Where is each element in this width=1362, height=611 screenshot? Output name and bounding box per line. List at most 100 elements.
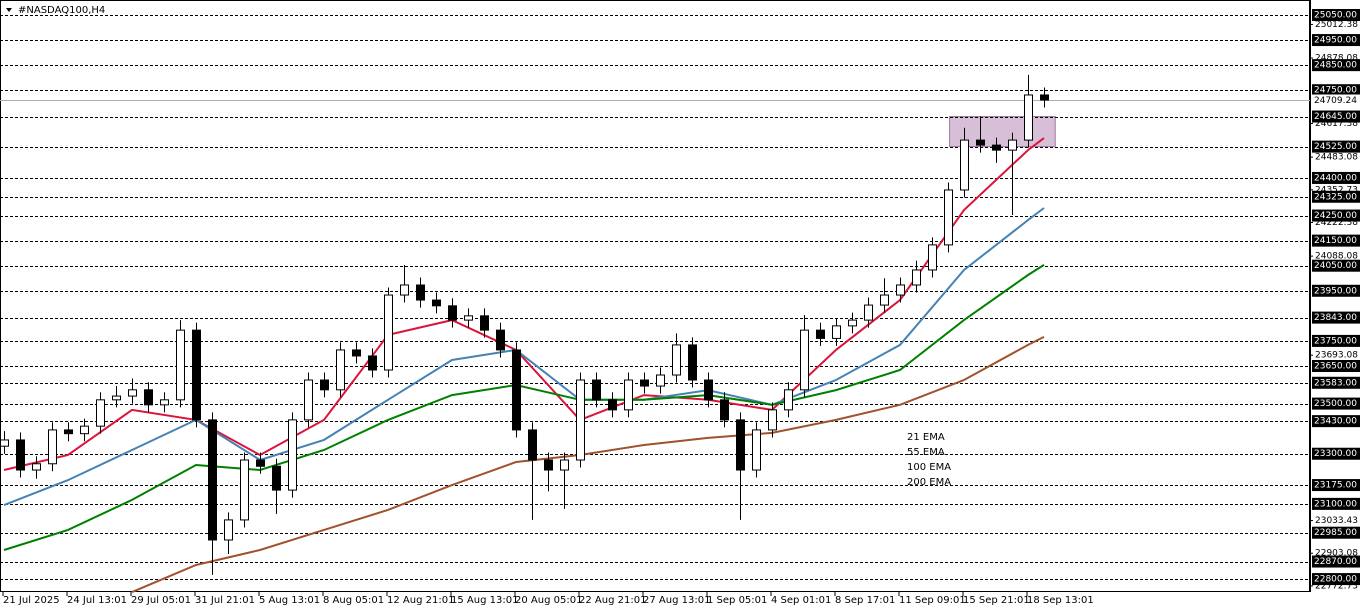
y-tick-label: 25012.38 [1315, 20, 1358, 30]
candle-body [496, 329, 505, 351]
candle-body [288, 419, 297, 491]
candle-body [480, 315, 489, 331]
y-tick-label: 23693.08 [1315, 351, 1358, 361]
candle-body [992, 144, 1001, 151]
candle-body [912, 269, 921, 286]
candle-body [320, 379, 329, 391]
candle-body [144, 389, 153, 406]
plot-frame [0, 0, 1310, 592]
candle-body [704, 379, 713, 401]
candle-body [432, 299, 441, 307]
candle-body [448, 305, 457, 321]
candle-body [0, 439, 9, 447]
candle-body [208, 419, 217, 541]
last-price-box [1312, 94, 1360, 107]
y-tick-label: 24617.38 [1315, 119, 1358, 129]
candle-body [1008, 139, 1017, 151]
level-label-box [1312, 110, 1360, 123]
candle-body [112, 395, 121, 401]
level-label: 23950.00 [1314, 286, 1357, 296]
candle-body [240, 459, 249, 521]
level-label-box [1312, 376, 1360, 389]
y-tick-label: 22772.73 [1315, 581, 1358, 591]
level-label-box [1312, 555, 1360, 568]
level-label: 24325.00 [1314, 192, 1357, 202]
level-label: 23583.00 [1314, 378, 1357, 388]
level-label: 24400.00 [1314, 173, 1357, 183]
candle-body [1040, 94, 1049, 101]
candle-body [32, 463, 41, 471]
candle-body [368, 355, 377, 371]
x-tick-label: 12 Aug 21:01 [387, 595, 454, 606]
legend-entry: 55 EMA [907, 447, 945, 458]
level-label: 25050.00 [1314, 10, 1357, 20]
level-label: 24525.00 [1314, 142, 1357, 152]
candle-body [336, 349, 345, 391]
candle-body [768, 409, 777, 431]
x-tick-label: 27 Aug 13:01 [643, 595, 710, 606]
last-price-label: 24709.24 [1314, 96, 1357, 106]
level-label: 23100.00 [1314, 499, 1357, 509]
candle-body [864, 304, 873, 321]
y-tick-label: 24483.08 [1315, 153, 1358, 163]
candle-body [416, 284, 425, 301]
level-label-box [1312, 259, 1360, 272]
x-tick-label: 24 Jul 13:01 [67, 595, 127, 606]
level-label-box [1312, 334, 1360, 347]
x-tick-label: 31 Jul 21:01 [195, 595, 255, 606]
candle-body [560, 459, 569, 471]
candle-body [592, 379, 601, 401]
level-label: 24750.00 [1314, 86, 1357, 96]
candle-body [624, 379, 633, 411]
candle-body [656, 374, 665, 387]
candle-body [464, 315, 473, 321]
level-label-box [1312, 284, 1360, 297]
candle-body [256, 459, 265, 467]
candle-body [960, 139, 969, 191]
level-label-box [1312, 497, 1360, 510]
level-label: 23500.00 [1314, 399, 1357, 409]
ema-line [131, 336, 1045, 594]
ema-line [3, 207, 1045, 507]
candle-body [800, 329, 809, 391]
candle-body [512, 349, 521, 431]
level-label-box [1312, 234, 1360, 247]
candle-body [544, 459, 553, 471]
candle-body [896, 284, 905, 296]
candle-body [400, 284, 409, 296]
legend-entry: 100 EMA [907, 462, 951, 473]
candle-body [176, 329, 185, 401]
candle-body [608, 399, 617, 411]
level-label-box [1312, 209, 1360, 222]
level-label: 22985.00 [1314, 528, 1357, 538]
x-tick-label: 5 Aug 13:01 [259, 595, 320, 606]
x-tick-label: 8 Aug 05:01 [323, 595, 384, 606]
x-tick-label: 15 Aug 13:01 [451, 595, 518, 606]
level-label-box [1312, 359, 1360, 372]
level-label-box [1312, 526, 1360, 539]
legend-entry: 200 EMA [907, 477, 951, 488]
level-label: 24950.00 [1314, 36, 1357, 46]
candle-body [528, 429, 537, 461]
candle-body [880, 294, 889, 306]
candle-body [1024, 94, 1033, 141]
level-label: 22800.00 [1314, 575, 1357, 585]
candle-body [304, 379, 313, 421]
candle-body [928, 244, 937, 271]
candle-body [128, 389, 137, 397]
candle-body [64, 429, 73, 435]
candle-body [672, 344, 681, 376]
y-tick-label: 24878.08 [1315, 54, 1358, 64]
candle-body [192, 329, 201, 421]
candle-body [80, 425, 89, 435]
candle-body [976, 139, 985, 146]
level-label: 24050.00 [1314, 261, 1357, 271]
candle-body [384, 294, 393, 371]
candle-body [832, 325, 841, 339]
x-tick-label: 1 Sep 05:01 [707, 595, 767, 606]
level-label-box [1312, 59, 1360, 72]
ema-line [3, 137, 1045, 471]
menu-arrow [6, 8, 12, 12]
level-label: 24150.00 [1314, 236, 1357, 246]
